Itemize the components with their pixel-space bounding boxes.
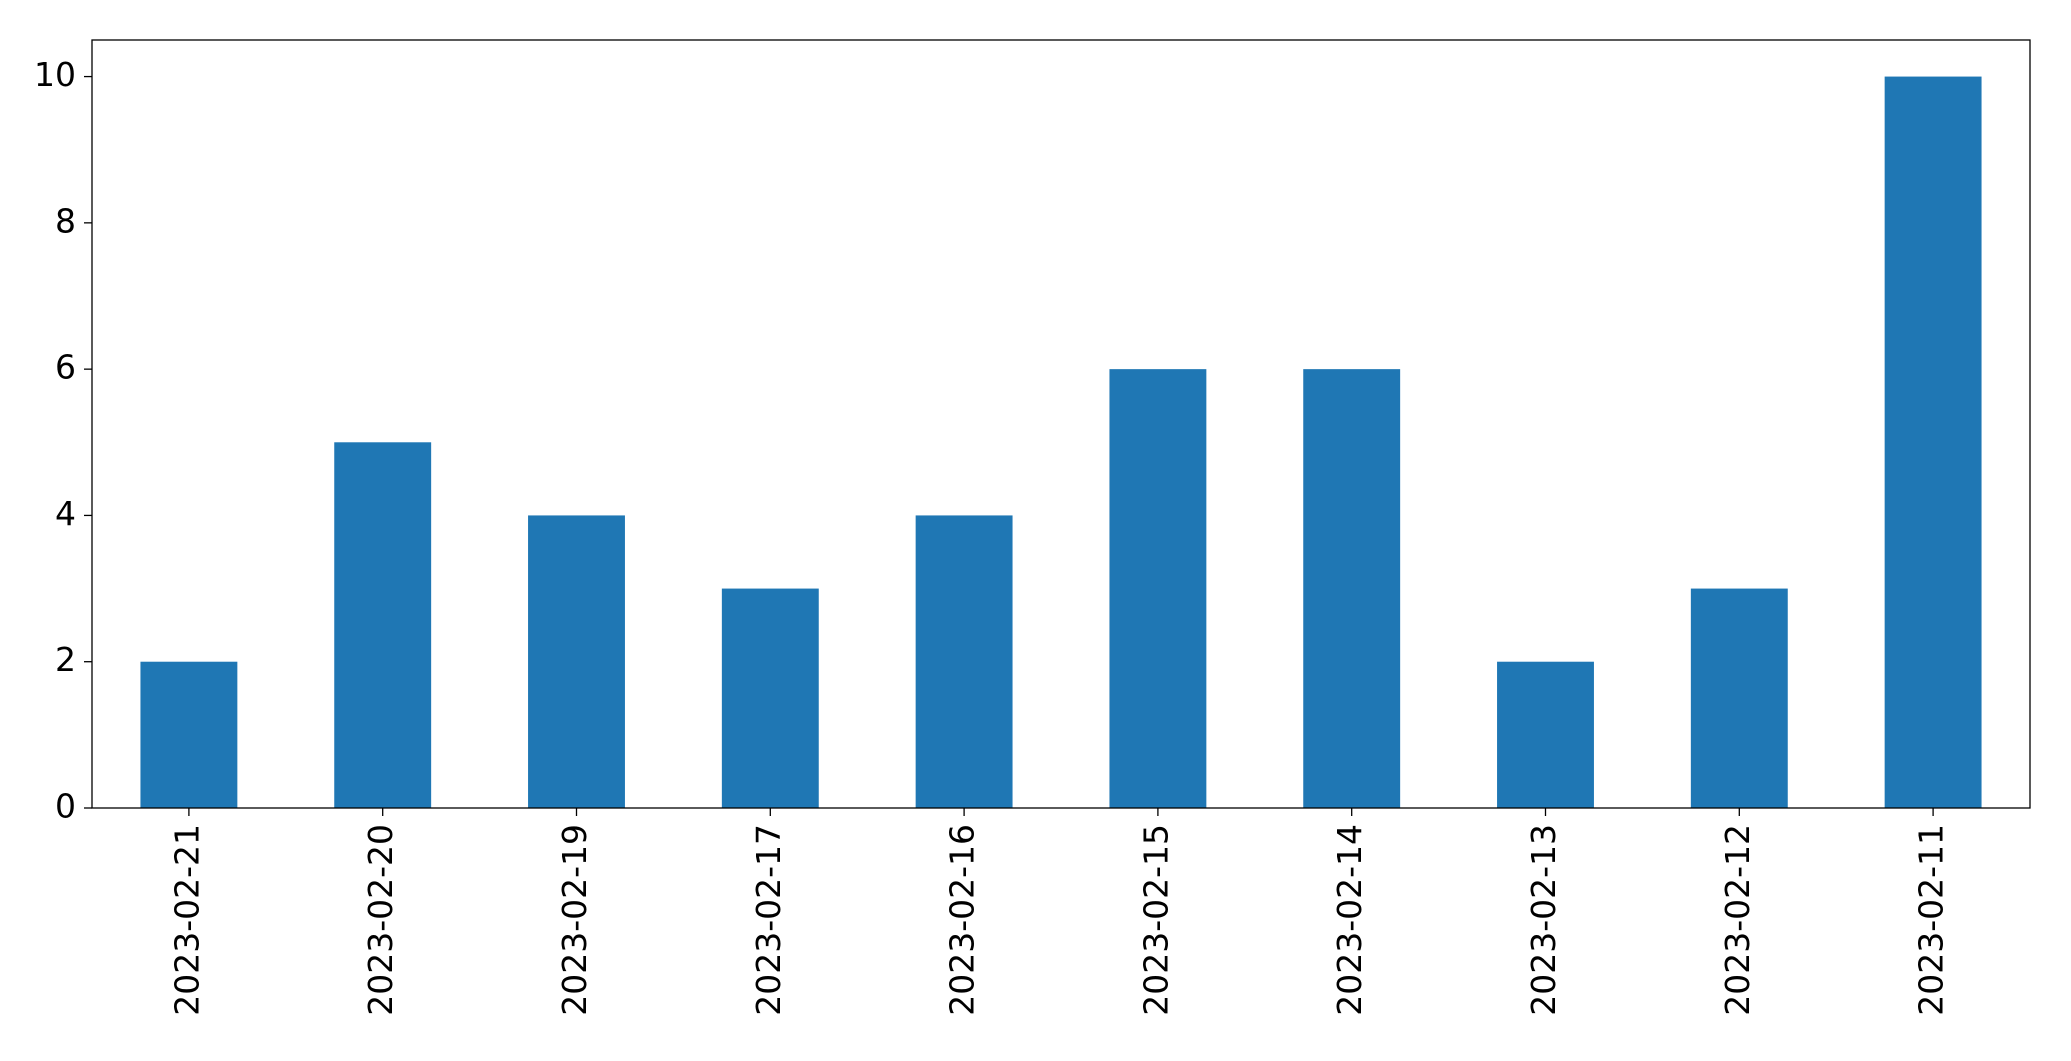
x-tick-label: 2023-02-11 (1912, 824, 1951, 1016)
x-tick-label: 2023-02-16 (943, 824, 982, 1016)
bar (1109, 369, 1207, 808)
y-tick-label: 10 (34, 55, 76, 94)
y-tick-label: 4 (55, 494, 76, 533)
x-tick-label: 2023-02-15 (1136, 824, 1175, 1016)
bar (528, 515, 625, 808)
x-tick-label: 2023-02-21 (167, 824, 206, 1016)
x-tick-label: 2023-02-20 (361, 824, 400, 1016)
x-tick-label: 2023-02-19 (555, 824, 594, 1016)
bar (1497, 661, 1594, 808)
y-tick-label: 8 (55, 201, 76, 240)
x-tick-label: 2023-02-14 (1330, 824, 1369, 1016)
bar (915, 515, 1013, 808)
x-tick-label: 2023-02-17 (749, 824, 788, 1016)
y-tick-label: 6 (55, 348, 76, 387)
plot-frame (91, 39, 2031, 809)
bar (1690, 588, 1788, 808)
bar (721, 588, 819, 808)
y-tick-label: 2 (55, 640, 76, 679)
x-tick-label: 2023-02-13 (1524, 824, 1563, 1016)
x-tick-label: 2023-02-12 (1718, 824, 1757, 1016)
bar (140, 661, 238, 808)
bar (1303, 369, 1401, 808)
bar (334, 442, 432, 808)
bar (1884, 76, 1982, 809)
y-tick-label: 0 (55, 787, 76, 826)
